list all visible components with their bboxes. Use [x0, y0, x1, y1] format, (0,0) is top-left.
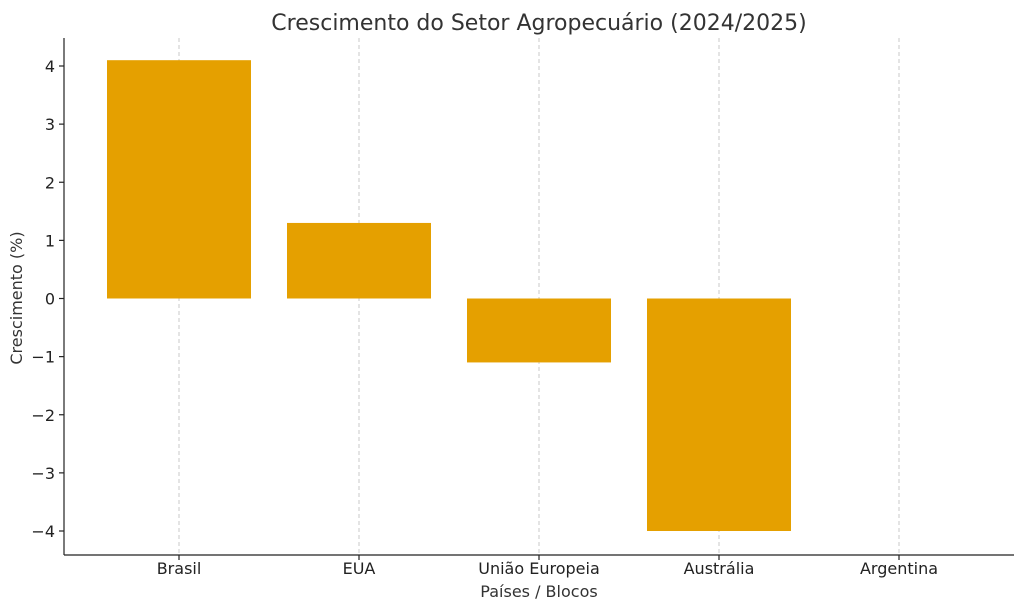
y-tick-label: −2 [31, 406, 55, 425]
y-tick-label: 1 [45, 231, 55, 250]
x-tick-label: União Europeia [478, 559, 600, 578]
bar-eua [287, 222, 431, 299]
y-axis-ticks: 4 3 2 1 0 −1 −2 −3 −4 [31, 57, 64, 541]
y-tick-label: 4 [45, 57, 55, 76]
bars [107, 60, 791, 531]
x-axis-ticks: Brasil EUA União Europeia Austrália Argentin… [157, 555, 938, 578]
y-tick-label: 3 [45, 115, 55, 134]
x-tick-label: Argentina [860, 559, 938, 578]
bar-brasil [107, 60, 251, 299]
y-tick-label: 0 [45, 290, 55, 309]
y-tick-label: −1 [31, 348, 55, 367]
y-tick-label: 2 [45, 173, 55, 192]
bar-união-europeia [467, 298, 611, 363]
x-tick-label: EUA [343, 559, 376, 578]
chart-title: Crescimento do Setor Agropecuário (2024/… [271, 11, 806, 36]
y-tick-label: −3 [31, 464, 55, 483]
bar-austrália [647, 298, 791, 531]
y-tick-label: −4 [31, 522, 55, 541]
x-tick-label: Austrália [684, 559, 755, 578]
x-tick-label: Brasil [157, 559, 202, 578]
x-axis-label: Países / Blocos [480, 582, 597, 601]
y-axis-label: Crescimento (%) [7, 231, 26, 364]
